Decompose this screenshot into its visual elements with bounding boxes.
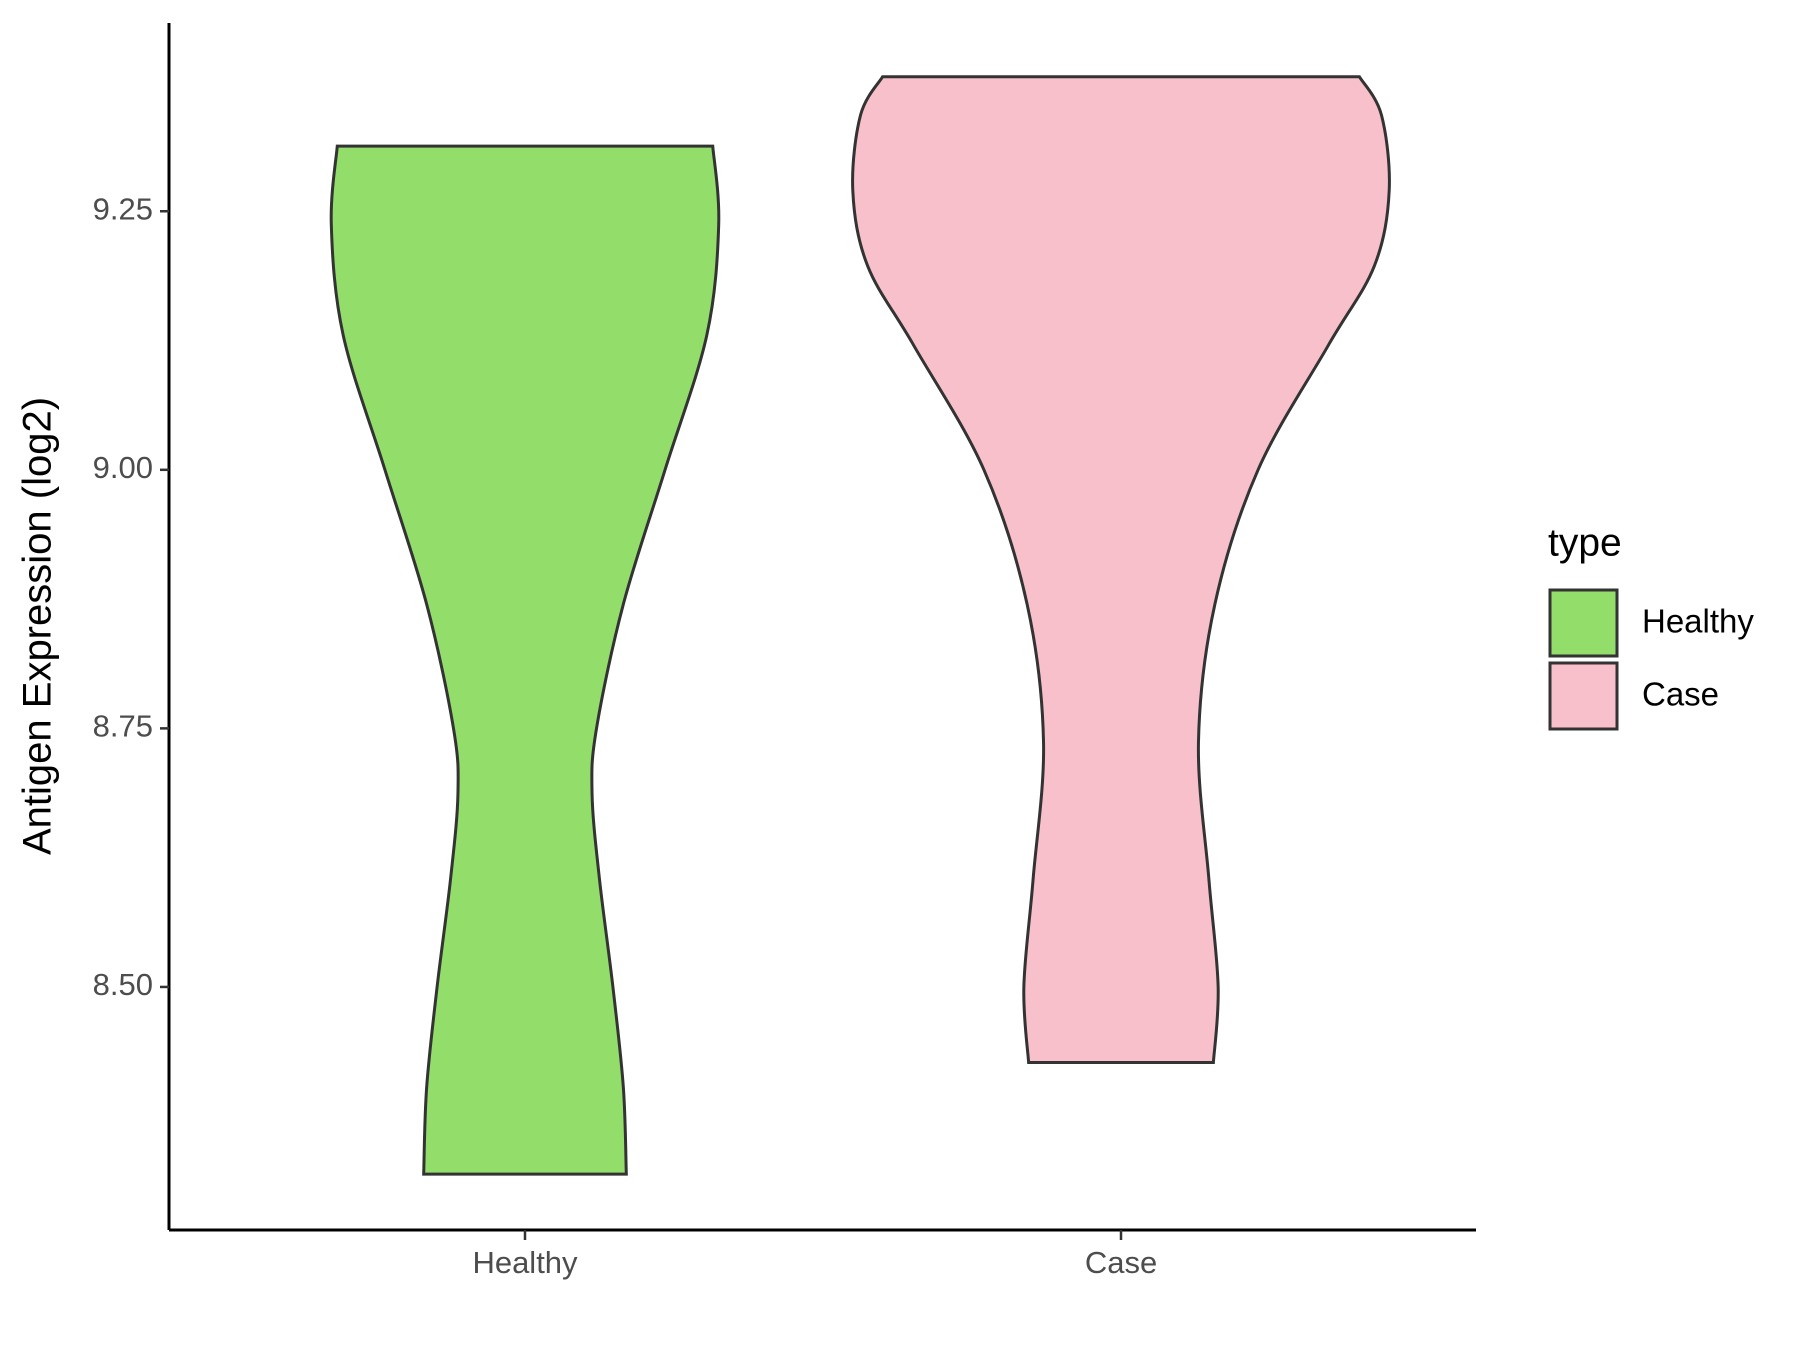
violin <box>329 144 721 1176</box>
y-tick-label: 9.00 <box>93 450 153 485</box>
y-tick-label: 9.25 <box>93 191 153 226</box>
legend-key <box>1548 588 1619 658</box>
legend-title: type <box>1548 521 1622 564</box>
legend-label: Healthy <box>1642 603 1754 640</box>
legend-label: Case <box>1642 676 1719 713</box>
violin <box>851 75 1391 1064</box>
legend-key <box>1548 661 1619 731</box>
x-tick-label: Healthy <box>472 1245 578 1280</box>
y-tick-label: 8.50 <box>93 967 153 1002</box>
y-axis-title: Antigen Expression (log2) <box>16 397 60 855</box>
x-tick-label: Case <box>1085 1245 1157 1280</box>
y-tick-label: 8.75 <box>93 709 153 744</box>
